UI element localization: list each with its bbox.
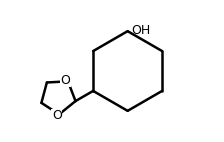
Text: OH: OH (131, 24, 151, 37)
Text: O: O (61, 74, 71, 87)
Text: O: O (52, 109, 62, 122)
